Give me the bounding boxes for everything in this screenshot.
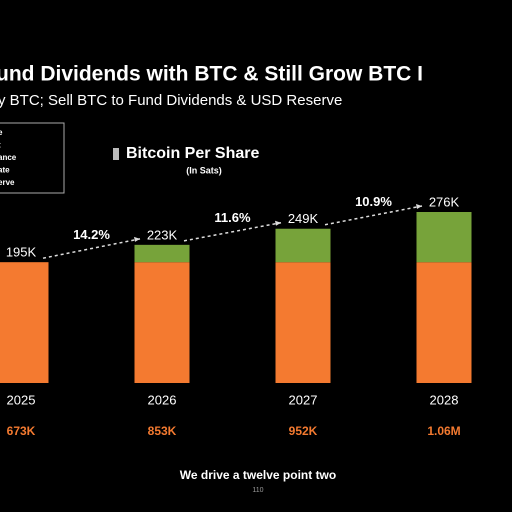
total-label: 223K	[147, 227, 178, 242]
bottom-label: 952K	[289, 424, 318, 438]
bar-segment	[134, 262, 190, 383]
total-label: 195K	[6, 245, 37, 260]
page-number: 110	[252, 487, 263, 494]
growth-arrow	[183, 221, 282, 242]
arrow-head	[275, 220, 281, 226]
title: und Dividends with BTC & Still Grow BTC …	[0, 63, 423, 86]
arrow-head	[134, 236, 140, 242]
bottom-label: 1.06M	[427, 424, 460, 438]
bar-segment	[0, 262, 49, 383]
total-label: 249K	[288, 211, 319, 226]
bitcoin-icon	[113, 148, 119, 160]
bar-segment	[416, 262, 472, 383]
legend-label: t	[0, 141, 1, 150]
subtitle: y BTC; Sell BTC to Fund Dividends & USD …	[0, 92, 342, 109]
legend-label: erve	[0, 178, 15, 187]
growth-arrow	[324, 205, 423, 226]
growth-label: 11.6%	[214, 210, 251, 225]
legend-box	[0, 122, 65, 194]
legend-label: e	[0, 128, 3, 137]
heading: Bitcoin Per Share	[126, 145, 259, 162]
bottom-label: 853K	[148, 424, 177, 438]
arrow-head	[416, 204, 422, 209]
total-label: 276K	[429, 194, 460, 209]
bar-segment	[275, 262, 331, 383]
x-tick-label: 2028	[430, 392, 459, 407]
heading-note: (In Sats)	[186, 165, 222, 175]
growth-label: 14.2%	[73, 227, 110, 242]
bar-segment	[134, 244, 190, 263]
x-tick-label: 2026	[148, 392, 177, 407]
bar-segment	[416, 212, 472, 263]
legend: et ance ate erve	[0, 128, 17, 187]
plot: 195K 2025 673K 223K 2026 853K 249K 2027 952K 276K…	[0, 194, 472, 438]
growth-label: 10.9%	[355, 194, 392, 209]
caption: We drive a twelve point two	[180, 468, 336, 482]
legend-label: ance	[0, 153, 17, 162]
x-tick-label: 2025	[7, 392, 36, 407]
bar-segment	[275, 228, 331, 263]
x-tick-label: 2027	[289, 392, 318, 407]
growth-arrow	[42, 238, 141, 259]
legend-label: ate	[0, 166, 10, 175]
bottom-label: 673K	[7, 424, 36, 438]
